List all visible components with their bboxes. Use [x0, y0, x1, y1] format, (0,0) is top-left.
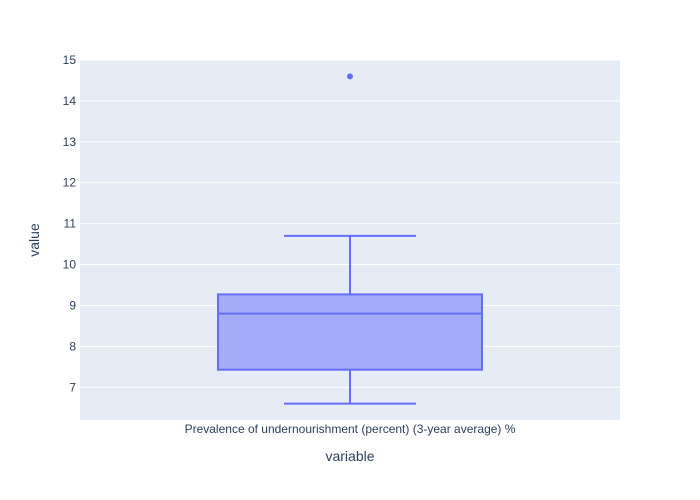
y-axis-title: value — [26, 223, 42, 257]
y-tick-label-10: 10 — [63, 258, 77, 272]
y-tick-label-8: 8 — [69, 339, 76, 353]
y-tick-label-14: 14 — [63, 94, 77, 108]
y-tick-label-15: 15 — [63, 53, 77, 67]
y-tick-label-7: 7 — [69, 380, 76, 394]
iqr-box — [217, 293, 483, 371]
y-tick-label-9: 9 — [69, 298, 76, 312]
y-tick-label-11: 11 — [64, 217, 77, 231]
y-tick-label-12: 12 — [63, 176, 77, 190]
outlier-point-0 — [347, 73, 353, 80]
box-trace — [217, 73, 483, 405]
x-axis-title: variable — [325, 448, 374, 464]
x-category-label: Prevalence of undernourishment (percent)… — [185, 422, 516, 436]
y-tick-label-13: 13 — [63, 135, 77, 149]
y-tick-labels: 7 8 9 10 11 12 13 14 15 — [63, 53, 77, 394]
